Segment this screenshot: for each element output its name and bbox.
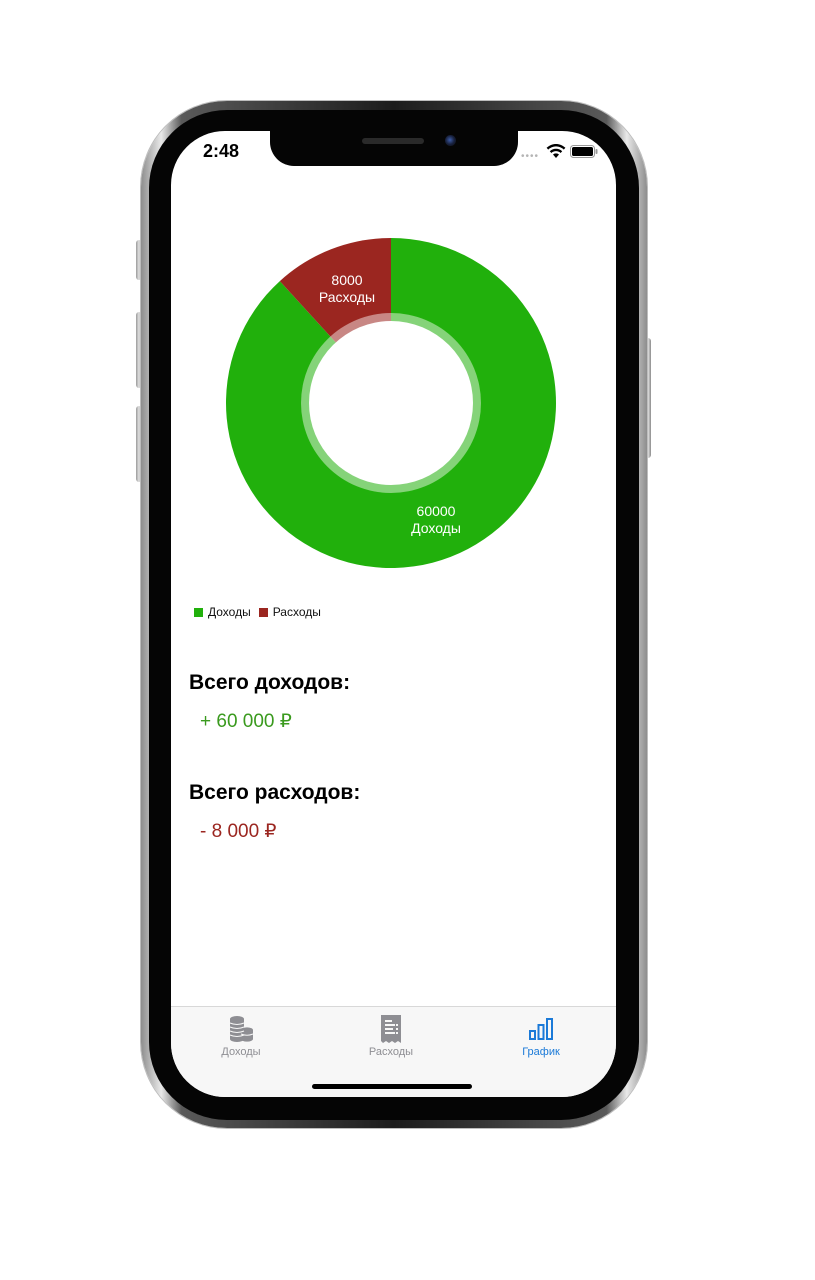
legend-item-expense: Расходы: [258, 605, 321, 619]
home-indicator[interactable]: [312, 1084, 472, 1089]
status-time: 2:48: [203, 141, 240, 161]
front-camera: [445, 135, 456, 146]
donut-chart: 60000 Доходы 8000 Расходы: [211, 221, 571, 581]
tab-income[interactable]: Доходы: [171, 1007, 311, 1067]
tab-income-label: Доходы: [221, 1046, 261, 1058]
cellular-dots-icon: ••••: [521, 151, 540, 162]
income-total-value: + 60 000 ₽: [200, 711, 292, 732]
donut-hole: [309, 321, 473, 485]
legend-swatch-expense: [258, 607, 268, 617]
status-icons: ••••: [521, 144, 601, 162]
coins-stack-icon: [228, 1015, 254, 1043]
volume-up-button: [136, 312, 142, 388]
legend-label-income: Доходы: [208, 605, 251, 619]
speaker: [362, 138, 424, 144]
income-total-title: Всего доходов:: [189, 671, 351, 694]
notch: [270, 131, 518, 166]
tab-expenses[interactable]: Расходы: [321, 1007, 461, 1067]
mute-switch: [136, 240, 142, 280]
legend-swatch-income: [194, 607, 203, 617]
slice-name-label-expense: Расходы: [319, 289, 375, 305]
wifi-icon: [546, 144, 566, 158]
slice-value-label-expense: 8000: [331, 272, 362, 288]
volume-down-button: [136, 406, 142, 482]
expense-total-title: Всего расходов:: [189, 781, 361, 804]
phone-screen: 2:48 •••• 60000 Доходы 800: [171, 131, 616, 1097]
power-button: [645, 338, 651, 458]
tab-expenses-label: Расходы: [368, 1046, 414, 1058]
expense-total-value: - 8 000 ₽: [200, 821, 277, 842]
receipt-icon: [380, 1015, 402, 1043]
legend-label-expense: Расходы: [272, 605, 321, 619]
legend-item-income: Доходы: [194, 605, 251, 619]
tab-chart[interactable]: График: [471, 1007, 611, 1067]
bar-chart-icon: [529, 1015, 553, 1043]
slice-name-label-income: Доходы: [411, 520, 461, 536]
tab-bar: Доходы Расходы: [171, 1006, 616, 1097]
tab-chart-label: График: [522, 1046, 560, 1058]
chart-legend: Доходы Расходы: [194, 605, 329, 619]
battery-icon: [570, 145, 598, 158]
slice-value-label-income: 60000: [417, 503, 456, 519]
